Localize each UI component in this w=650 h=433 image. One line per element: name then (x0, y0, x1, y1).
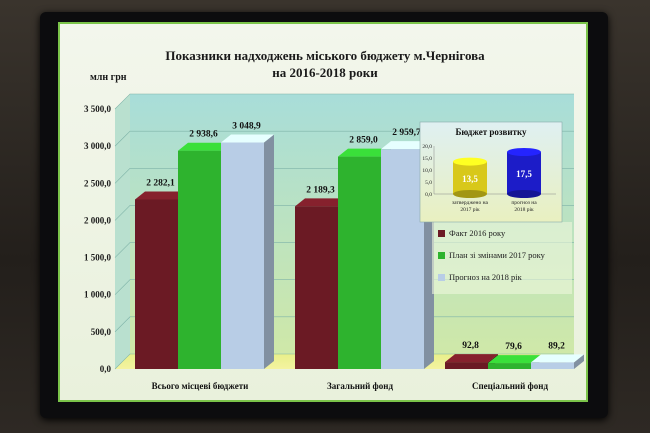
y-tick-label: 2 000,0 (84, 215, 112, 225)
y-tick-label: 2 500,0 (84, 178, 112, 188)
y-tick-label: 1 000,0 (84, 290, 112, 300)
inset-category-label: прогноз на (511, 200, 537, 206)
inset-y-tick-label: 20,0 (422, 144, 432, 150)
y-axis-label: млн грн (90, 72, 127, 83)
bar-top (178, 142, 231, 151)
bar-top (488, 355, 541, 364)
bar-value-label: 3 048,9 (232, 122, 261, 132)
inset-cylinder-body (507, 152, 541, 194)
y-tick-label: 3 500,0 (84, 104, 112, 114)
budget-chart: Показники надходжень міського бюджету м.… (84, 48, 584, 391)
bar (295, 206, 338, 369)
legend: Факт 2016 року План зі змінами 2017 року П… (432, 222, 572, 294)
bar (381, 149, 424, 369)
y-tick-label: 0,0 (100, 364, 112, 374)
bar-top (531, 354, 584, 363)
bar-value-label: 2 859,0 (349, 136, 378, 146)
x-axis-categories: Всього місцеві бюджети Загальний фонд Спец… (152, 381, 549, 391)
y-tick-label: 1 500,0 (84, 253, 112, 263)
inset-y-tick-label: 5,0 (425, 180, 432, 186)
bar (445, 362, 488, 369)
inset-cylinder-base (507, 190, 541, 198)
bar (221, 142, 264, 369)
bar-top (445, 354, 498, 363)
bar-value-label: 2 282,1 (146, 178, 175, 188)
bar (531, 362, 574, 369)
bar-top (135, 191, 188, 200)
inset-title: Бюджет розвитку (455, 127, 527, 137)
bar-side (264, 134, 274, 369)
bar-value-label: 2 959,7 (392, 128, 421, 138)
plot-side-wall (115, 94, 130, 369)
y-axis-ticks: 0,0 500,0 1 000,0 1 500,0 2 000,0 2 500,0 3 00… (84, 104, 112, 374)
inset-y-tick-label: 10,0 (422, 168, 432, 174)
bar (338, 156, 381, 369)
bar-side (574, 354, 584, 369)
bar (135, 199, 178, 369)
bar-top (338, 148, 391, 157)
inset-y-tick-label: 15,0 (422, 156, 432, 162)
inset-cylinder-body (453, 161, 487, 194)
y-tick-label: 500,0 (91, 327, 112, 337)
bar-series: 2 282,1 2 938,6 3 048,9 2 189,3 2 859,0 2 959… (135, 122, 584, 369)
bar-value-label: 92,8 (462, 341, 479, 351)
legend-label: План зі змінами 2017 року (449, 250, 546, 260)
bar (488, 363, 531, 369)
bar-value-label: 89,2 (548, 341, 565, 351)
legend-swatch (438, 230, 445, 237)
legend-label: Факт 2016 року (449, 228, 506, 238)
bar (178, 150, 221, 369)
inset-category-label: 2017 рік (460, 207, 480, 213)
x-category-label: Загальний фонд (327, 381, 393, 391)
inset-category-label: затверджено на (452, 200, 489, 206)
y-tick-label: 3 000,0 (84, 141, 112, 151)
bar-value-label: 2 189,3 (306, 185, 335, 195)
legend-swatch (438, 274, 445, 281)
presentation-slide: Показники надходжень міського бюджету м.… (58, 22, 588, 402)
inset-cylinder-top (453, 157, 487, 166)
bar-top (221, 134, 274, 143)
inset-value-label: 13,5 (462, 174, 478, 184)
inset-chart: Бюджет розвитку 0,0 5,0 10,0 15,0 20,0 13,5 з… (419, 121, 563, 223)
gridline (114, 93, 574, 110)
chart-title: Показники надходжень міського бюджету м.… (165, 48, 485, 63)
x-category-label: Спеціальний фонд (472, 381, 548, 391)
inset-cylinder-top (507, 148, 541, 156)
bar-value-label: 2 938,6 (189, 130, 218, 140)
inset-cylinder-base (453, 190, 487, 198)
bar-top (295, 198, 348, 207)
x-category-label: Всього місцеві бюджети (152, 381, 249, 391)
inset-value-label: 17,5 (516, 169, 532, 179)
legend-label: Прогноз на 2018 рік (449, 272, 523, 282)
inset-category-label: 2018 рік (514, 207, 534, 213)
legend-swatch (438, 252, 445, 259)
chart-subtitle: на 2016-2018 роки (272, 65, 378, 80)
inset-y-tick-label: 0,0 (425, 192, 432, 198)
bar-value-label: 79,6 (505, 342, 522, 352)
